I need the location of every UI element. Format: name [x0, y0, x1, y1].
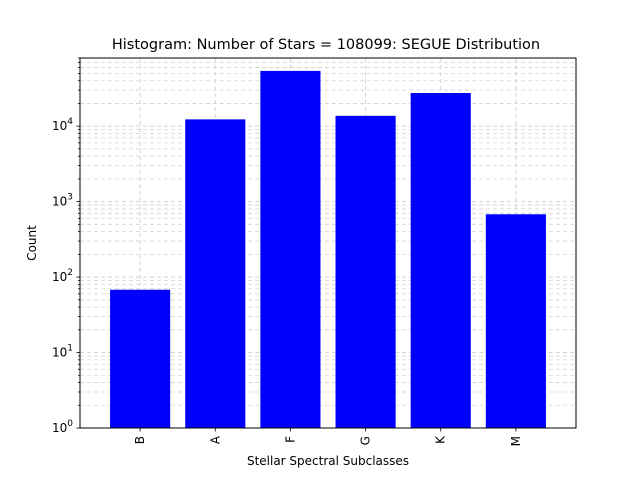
x-tick-label: K: [434, 435, 448, 444]
bar-G: [335, 115, 396, 428]
y-tick-label: 102: [52, 268, 73, 284]
bar-B: [110, 289, 171, 428]
y-tick-label: 104: [52, 117, 73, 133]
bar-K: [410, 92, 471, 428]
x-tick-label: A: [208, 435, 222, 444]
x-tick-label: M: [509, 436, 523, 446]
bars: [110, 70, 546, 429]
y-tick-label: 101: [52, 344, 73, 360]
y-axis-ticks: 100 101 102 103 104: [52, 57, 80, 435]
bar-M: [485, 214, 546, 428]
x-axis-label: Stellar Spectral Subclasses: [247, 454, 409, 468]
y-tick-label: 100: [52, 419, 73, 435]
y-axis-label: Count: [25, 225, 39, 261]
bar-A: [185, 119, 246, 429]
x-tick-label: B: [133, 436, 147, 444]
plot-frame: [79, 57, 577, 429]
x-tick-label: F: [283, 436, 297, 443]
y-tick-label: 103: [52, 193, 73, 209]
bar-F: [260, 70, 321, 428]
x-tick-label: G: [359, 436, 373, 445]
chart-title: Histogram: Number of Stars = 108099: SEG…: [112, 37, 540, 53]
